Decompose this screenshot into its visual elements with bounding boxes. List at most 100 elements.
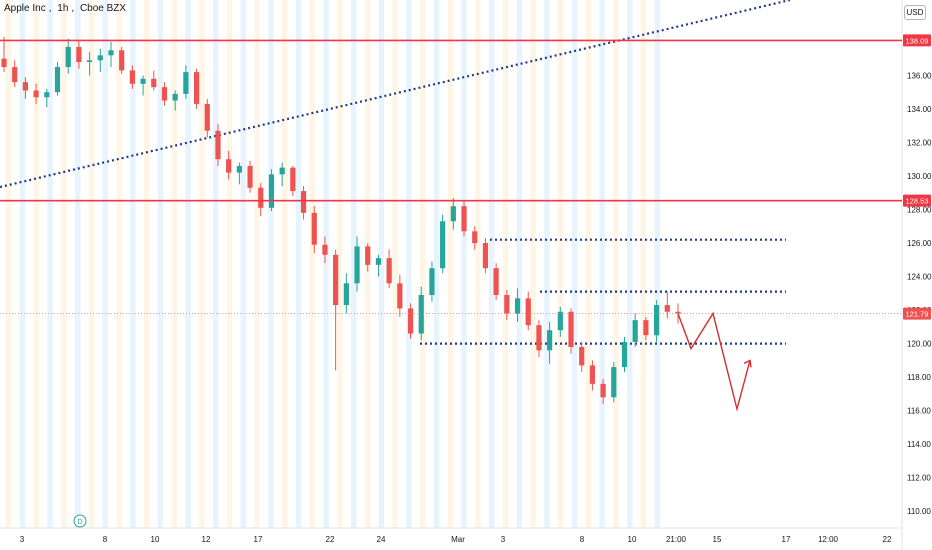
candle-body: [461, 206, 467, 232]
session-stripe: [47, 0, 53, 528]
candle-body: [654, 305, 660, 336]
candle-body: [525, 298, 531, 326]
session-stripe: [585, 0, 591, 528]
candle-body: [514, 298, 521, 314]
candle-body: [579, 346, 585, 366]
candle-body: [664, 305, 670, 312]
x-tick-label: 8: [103, 535, 108, 544]
x-tick-label: 12: [202, 535, 211, 544]
candle-body: [193, 72, 200, 104]
candle-body: [547, 330, 553, 351]
candle-body: [611, 367, 617, 398]
session-stripe: [613, 0, 619, 528]
y-tick-label: 110.00: [907, 507, 931, 516]
candle-body: [86, 60, 93, 63]
session-stripe: [447, 0, 453, 528]
candle-body: [589, 365, 596, 384]
x-tick-label: 3: [20, 535, 25, 544]
candle-body: [450, 206, 456, 222]
candle-body: [311, 212, 317, 245]
candle-body: [600, 383, 606, 398]
candle-body: [397, 283, 403, 309]
session-stripe: [337, 0, 343, 528]
session-stripe: [157, 0, 164, 528]
session-stripe: [475, 0, 481, 528]
x-tick-label: 12:00: [818, 535, 839, 544]
x-tick-label: 3: [501, 535, 506, 544]
candle-body: [279, 167, 285, 175]
ascending-trendline[interactable]: [0, 0, 791, 189]
session-stripe: [502, 0, 509, 528]
y-tick-label: 120.00: [907, 340, 932, 349]
session-stripe: [351, 0, 357, 528]
y-tick-label: 114.00: [907, 440, 931, 449]
session-stripe: [33, 0, 39, 528]
candle-body: [429, 268, 435, 296]
session-stripe: [254, 0, 260, 528]
session-stripe: [144, 0, 150, 528]
candle-body: [183, 72, 189, 94]
price-label-low: 128.53: [906, 197, 929, 206]
x-tick-label: 10: [628, 535, 637, 544]
session-stripe: [268, 0, 274, 528]
currency-badge[interactable]: USD: [904, 5, 926, 20]
candle-body: [54, 67, 61, 93]
symbol-name: Apple Inc: [4, 3, 46, 14]
candle-body: [22, 82, 28, 91]
dividend-marker-icon[interactable]: [73, 514, 87, 528]
session-stripe: [544, 0, 550, 528]
session-stripe: [599, 0, 605, 528]
y-tick-label: 134.00: [907, 105, 932, 114]
x-tick-label: 17: [254, 535, 263, 544]
candle-body: [504, 295, 510, 314]
x-tick-label: 22: [326, 535, 335, 544]
chart-title: Apple Inc, 1h, Cboe BZX: [4, 3, 127, 14]
session-stripe: [378, 0, 384, 528]
price-label-last-bg: [903, 307, 931, 320]
x-tick-label: Mar: [451, 535, 465, 544]
candle-body: [675, 311, 681, 314]
session-stripe: [392, 0, 398, 528]
session-stripe: [19, 0, 26, 528]
candle-body: [375, 258, 382, 265]
candle-body: [493, 268, 499, 296]
candle-body: [440, 221, 446, 269]
candle-body: [621, 341, 628, 368]
session-stripe: [571, 0, 578, 528]
candle-body: [568, 311, 574, 347]
candle-body: [215, 130, 221, 160]
session-stripe: [213, 0, 219, 528]
candle-body: [97, 55, 103, 61]
y-tick-label: 118.00: [907, 373, 931, 382]
candle-body: [643, 320, 649, 336]
session-stripe: [323, 0, 329, 528]
x-tick-label: 15: [713, 535, 722, 544]
candle-body: [343, 283, 349, 306]
session-stripe: [226, 0, 233, 528]
candle-body: [333, 254, 339, 306]
candle-body: [65, 46, 71, 68]
candle-body: [268, 174, 275, 208]
session-stripe: [654, 0, 660, 528]
session-stripe: [116, 0, 122, 528]
session-stripe: [516, 0, 522, 528]
session-stripe: [461, 0, 467, 528]
session-stripe: [558, 0, 564, 528]
candle-body: [557, 311, 563, 331]
session-stripe: [130, 0, 136, 528]
candle-body: [44, 92, 50, 98]
y-tick-label: 130.00: [907, 172, 932, 181]
x-tick-label: 21:00: [666, 535, 687, 544]
candle-body: [236, 165, 242, 173]
x-tick-label: 10: [151, 535, 160, 544]
x-tick-label: 8: [580, 535, 585, 544]
projection-path[interactable]: [677, 311, 751, 412]
candle-body: [322, 244, 328, 255]
projection-arrowhead: [743, 359, 752, 368]
session-stripe: [309, 0, 315, 528]
x-tick-label: 17: [782, 535, 791, 544]
session-stripe: [489, 0, 495, 528]
interval-label: 1h: [57, 3, 69, 14]
